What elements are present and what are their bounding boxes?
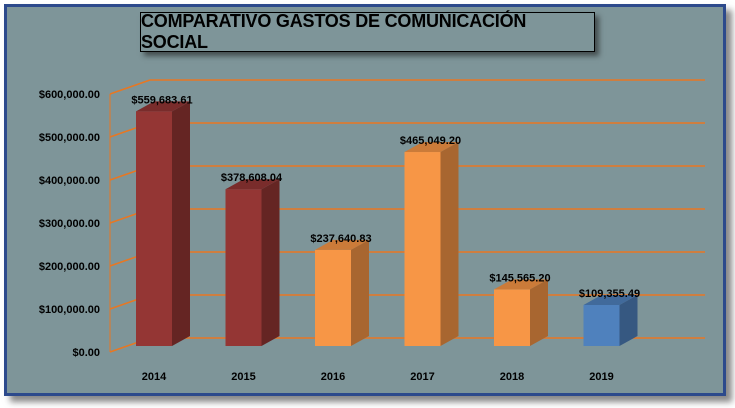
bar-side	[619, 294, 638, 346]
data-label: $465,049.20	[400, 135, 461, 147]
data-label: $145,565.20	[489, 272, 550, 284]
y-tick-label: $100,000.00	[39, 304, 100, 316]
bar-top	[583, 294, 638, 305]
y-tick-label: $600,000.00	[39, 89, 100, 101]
bar-top	[136, 101, 190, 112]
bar-top	[315, 239, 369, 250]
bar-top	[404, 142, 459, 153]
y-tick-label: $400,000.00	[39, 175, 100, 187]
bar-top	[225, 179, 280, 190]
bar	[225, 189, 262, 346]
data-label: $109,355.49	[579, 288, 640, 300]
bar	[583, 304, 620, 346]
y-tick-label: $200,000.00	[39, 261, 100, 273]
bar-side	[351, 239, 369, 346]
x-tick-label: 2015	[231, 371, 255, 383]
x-tick-label: 2018	[500, 371, 524, 383]
bar-top	[494, 279, 548, 290]
data-label: $559,683.61	[131, 94, 192, 106]
gridline-wall	[109, 79, 151, 95]
y-tick-label: $0.00	[72, 347, 100, 359]
bar-side	[530, 279, 548, 346]
chart-title: COMPARATIVO GASTOS DE COMUNICACIÓN SOCIA…	[141, 11, 527, 52]
data-label: $378,608.04	[221, 172, 283, 184]
bar-side	[440, 142, 459, 346]
bar	[404, 152, 441, 346]
x-tick-label: 2014	[142, 371, 167, 383]
bar-side	[261, 179, 280, 346]
bar	[494, 289, 530, 346]
bar	[315, 249, 351, 346]
bar-side	[172, 101, 190, 346]
bar	[136, 111, 172, 346]
x-tick-label: 2019	[589, 371, 613, 383]
x-tick-label: 2016	[321, 371, 345, 383]
y-tick-label: $300,000.00	[39, 218, 100, 230]
x-tick-label: 2017	[410, 371, 434, 383]
data-label: $237,640.83	[310, 233, 371, 245]
chart-title-box: COMPARATIVO GASTOS DE COMUNICACIÓN SOCIA…	[140, 11, 595, 52]
y-tick-label: $500,000.00	[39, 132, 100, 144]
